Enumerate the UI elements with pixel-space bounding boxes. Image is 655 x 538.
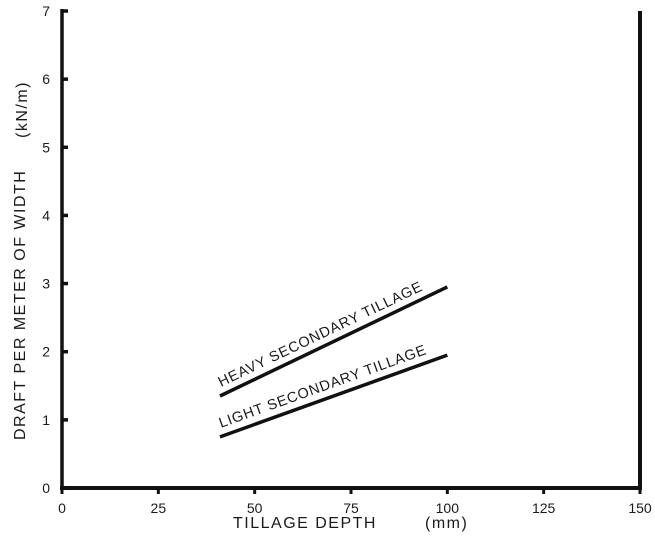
x-axis-unit: (mm) <box>425 515 468 532</box>
y-axis-title: DRAFT PER METER OF WIDTH <box>12 170 29 440</box>
series-line-light <box>219 353 448 439</box>
x-axis-title: TILLAGE DEPTH <box>233 515 377 532</box>
x-tick-label: 125 <box>532 500 556 516</box>
series-label-light: LIGHT SECONDARY TILLAGE <box>217 342 429 431</box>
y-tick-label: 2 <box>42 344 50 360</box>
x-tick-label: 75 <box>343 500 359 516</box>
x-tick-label: 50 <box>247 500 263 516</box>
series-line-heavy <box>219 285 449 398</box>
y-tick-label: 6 <box>42 71 50 87</box>
x-tick-label: 25 <box>151 500 167 516</box>
y-axis-unit: (kN/m) <box>14 81 31 138</box>
axes <box>60 9 642 494</box>
y-tick-label: 5 <box>42 139 50 155</box>
y-tick-label: 7 <box>42 3 50 19</box>
y-tick-label: 4 <box>42 207 50 223</box>
x-tick-label: 100 <box>436 500 460 516</box>
y-tick-label: 1 <box>42 412 50 428</box>
tick-labels: 0 1 2 3 4 5 6 7 0 25 50 75 100 125 150 <box>42 3 652 516</box>
y-tick-label: 3 <box>42 276 50 292</box>
x-tick-label: 0 <box>58 500 66 516</box>
y-tick-label: 0 <box>42 480 50 496</box>
x-tick-label: 150 <box>628 500 652 516</box>
